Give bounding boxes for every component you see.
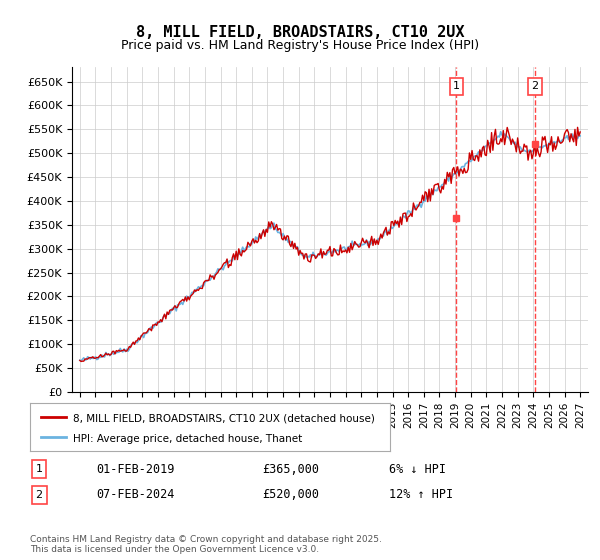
Text: 8, MILL FIELD, BROADSTAIRS, CT10 2UX (detached house): 8, MILL FIELD, BROADSTAIRS, CT10 2UX (de… — [73, 413, 375, 423]
Text: HPI: Average price, detached house, Thanet: HPI: Average price, detached house, Than… — [73, 434, 302, 444]
Text: 2: 2 — [531, 81, 538, 91]
Text: 01-FEB-2019: 01-FEB-2019 — [96, 463, 175, 476]
Text: 1: 1 — [35, 464, 43, 474]
Text: Price paid vs. HM Land Registry's House Price Index (HPI): Price paid vs. HM Land Registry's House … — [121, 39, 479, 52]
Text: 2: 2 — [35, 489, 43, 500]
Text: 8, MILL FIELD, BROADSTAIRS, CT10 2UX: 8, MILL FIELD, BROADSTAIRS, CT10 2UX — [136, 25, 464, 40]
Text: £520,000: £520,000 — [262, 488, 319, 501]
Text: 07-FEB-2024: 07-FEB-2024 — [96, 488, 175, 501]
Text: 6% ↓ HPI: 6% ↓ HPI — [389, 463, 446, 476]
Text: 1: 1 — [453, 81, 460, 91]
Text: 12% ↑ HPI: 12% ↑ HPI — [389, 488, 453, 501]
Text: £365,000: £365,000 — [262, 463, 319, 476]
Text: Contains HM Land Registry data © Crown copyright and database right 2025.
This d: Contains HM Land Registry data © Crown c… — [30, 535, 382, 554]
